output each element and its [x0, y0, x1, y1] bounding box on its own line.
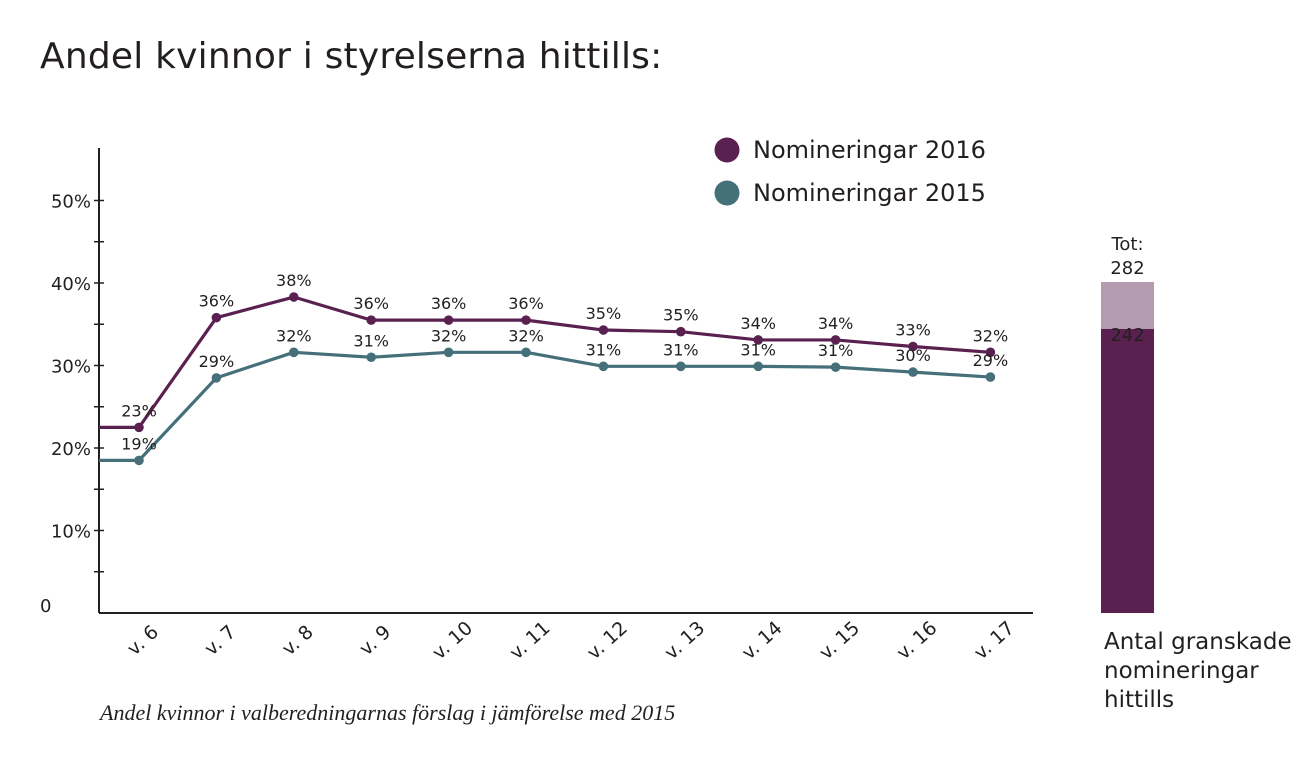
x-tick-label: v. 11 [506, 617, 555, 664]
x-tick-label: v. 12 [583, 617, 632, 664]
bar-reviewed-value: 242 [1110, 325, 1144, 346]
data-label: 30% [895, 346, 931, 365]
data-label: 32% [431, 326, 467, 345]
axes [98, 148, 1033, 614]
data-label: 19% [121, 434, 157, 453]
bar-total-label: Tot: [1110, 234, 1143, 255]
data-point [289, 347, 299, 358]
data-label: 32% [276, 326, 312, 345]
data-point [443, 315, 454, 325]
data-label: 36% [199, 292, 235, 311]
data-point [598, 325, 609, 335]
data-label: 31% [740, 340, 776, 359]
data-label: 31% [586, 340, 622, 359]
data-label: 36% [508, 294, 544, 313]
data-point [366, 315, 377, 325]
series-lines: 23% 36% 38% 36% 36% 36% 35% 35% 34% 34% 33% 32% 19% 2… [99, 271, 1009, 466]
data-point [830, 335, 841, 345]
data-point [443, 347, 454, 358]
x-tick-label: v. 9 [355, 621, 395, 660]
data-label: 34% [740, 314, 776, 333]
data-point [830, 362, 841, 372]
data-label: 35% [586, 304, 622, 323]
data-label: 29% [973, 351, 1009, 370]
data-label: 33% [895, 321, 931, 340]
legend: Nomineringar 2016 Nomineringar 2015 [714, 136, 986, 207]
y-tick-label: 50% [51, 192, 91, 213]
legend-swatch [714, 137, 740, 163]
x-tick-label: v. 8 [278, 621, 318, 660]
x-axis-labels: v. 6 v. 7 v. 8 v. 9 v. 10 v. 11 v. 12 v. 13 v. 1… [123, 617, 1019, 664]
data-label: 38% [276, 271, 312, 290]
data-point [985, 347, 996, 358]
x-tick-label: v. 6 [123, 621, 163, 660]
bar-total-value: 282 [1110, 258, 1144, 279]
data-point [211, 373, 222, 383]
data-point [366, 352, 377, 363]
bar-remaining-segment [1101, 282, 1154, 329]
data-label: 31% [663, 340, 699, 359]
data-point [521, 315, 531, 325]
data-label: 36% [353, 294, 389, 313]
y-tick-label: 40% [51, 274, 91, 295]
legend-swatch [714, 180, 740, 206]
y-axis-ticks: 0 10% 20% 30% 40% 50% [40, 192, 104, 617]
data-point [753, 335, 763, 345]
chart-subtitle: Andel kvinnor i valberedningarnas försla… [100, 700, 676, 725]
data-point [753, 361, 763, 372]
data-point [908, 341, 918, 352]
legend-label: Nomineringar 2015 [753, 179, 986, 207]
data-point [985, 372, 996, 382]
total-bar: Tot: 282 242 [1101, 234, 1154, 613]
y-tick-label: 10% [51, 522, 91, 543]
x-tick-label: v. 7 [200, 621, 240, 660]
y-tick-label: 30% [51, 357, 91, 378]
data-point [289, 292, 299, 302]
x-tick-label: v. 10 [428, 617, 477, 664]
data-point [676, 326, 686, 337]
data-point [908, 367, 918, 377]
bar-reviewed-segment [1101, 328, 1154, 613]
x-tick-label: v. 16 [893, 617, 942, 664]
data-point [134, 422, 144, 433]
data-label: 35% [663, 306, 699, 325]
y-tick-label: 20% [51, 439, 91, 460]
data-label: 34% [818, 314, 854, 333]
x-tick-label: v. 15 [815, 617, 864, 664]
data-label: 32% [973, 326, 1009, 345]
data-point [676, 361, 686, 372]
data-label: 32% [508, 326, 544, 345]
data-point [598, 361, 609, 372]
legend-label: Nomineringar 2016 [753, 136, 986, 164]
data-label: 36% [431, 294, 467, 313]
y-tick-label: 0 [40, 596, 51, 617]
data-label: 29% [199, 352, 235, 371]
data-point [211, 312, 222, 323]
data-label: 31% [818, 341, 854, 360]
data-point [521, 347, 531, 358]
x-tick-label: v. 17 [970, 617, 1019, 664]
chart-title: Andel kvinnor i styrelserna hittills: [40, 36, 663, 77]
data-label: 31% [353, 331, 389, 350]
data-point [134, 455, 144, 466]
x-tick-label: v. 14 [738, 617, 787, 664]
data-label: 23% [121, 401, 157, 420]
x-tick-label: v. 13 [660, 617, 709, 664]
total-bar-caption: Antal granskade nomineringar hittills [1104, 629, 1292, 713]
